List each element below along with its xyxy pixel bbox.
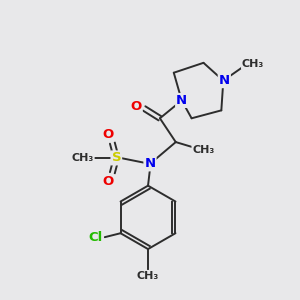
Text: CH₃: CH₃ (242, 59, 264, 69)
Text: CH₃: CH₃ (192, 145, 214, 155)
Text: Cl: Cl (89, 231, 103, 244)
Text: CH₃: CH₃ (71, 153, 94, 163)
Text: N: N (176, 94, 187, 107)
Text: O: O (130, 100, 142, 113)
Text: O: O (103, 175, 114, 188)
Text: O: O (103, 128, 114, 141)
Text: N: N (219, 74, 230, 87)
Text: CH₃: CH₃ (137, 271, 159, 281)
Text: S: S (112, 152, 121, 164)
Text: N: N (144, 158, 156, 170)
